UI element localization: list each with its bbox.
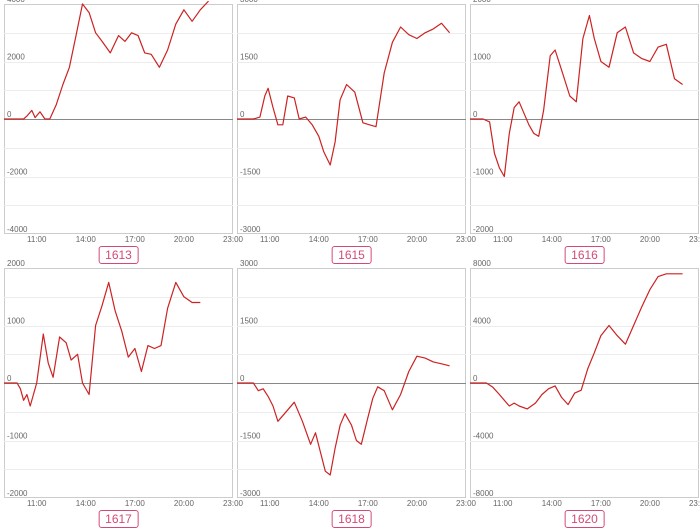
x-tick-label: 17:00	[358, 235, 379, 244]
x-tick-label: 17:00	[358, 499, 379, 508]
y-tick-label: -3000	[240, 489, 261, 498]
x-tick-label: 23:00	[223, 499, 244, 508]
x-tick-label: 23:00	[689, 499, 700, 508]
x-tick-label: 14:00	[309, 499, 330, 508]
x-tick-label: 20:00	[640, 235, 661, 244]
y-tick-label: 0	[7, 110, 12, 119]
chart-panel-1617: 2000 1000 0 -1000 -2000 11:00 14:00 17:00 20:00 2…	[4, 259, 244, 530]
y-tick-label: 8000	[473, 259, 491, 268]
x-tick-label: 11:00	[260, 499, 280, 508]
x-tick-label: 11:00	[493, 235, 513, 244]
x-tick-label: 17:00	[125, 235, 146, 244]
x-tick-label: 17:00	[591, 499, 612, 508]
x-tick-label: 11:00	[260, 235, 280, 244]
y-tick-label: -2000	[7, 489, 28, 498]
x-tick-label: 11:00	[27, 499, 47, 508]
x-tick-label: 23:00	[456, 499, 477, 508]
y-tick-label: 2000	[473, 0, 491, 4]
chart-title-tag: 1617	[98, 510, 139, 528]
y-tick-label: -2000	[473, 225, 494, 234]
chart-title-tag: 1620	[564, 510, 605, 528]
x-tick-label: 11:00	[27, 235, 47, 244]
x-tick-label: 23:00	[223, 235, 244, 244]
chart-panel-1618: 3000 1500 0 -1500 -3000 11:00 14:00 17:00 20:00 2…	[237, 259, 477, 530]
y-tick-label: 0	[240, 110, 245, 119]
series-line	[470, 14, 683, 178]
x-tick-label: 23:00	[456, 235, 477, 244]
y-tick-label: 0	[240, 374, 245, 383]
chart-title-tag: 1616	[564, 246, 605, 264]
y-tick-label: -4000	[473, 432, 494, 441]
y-tick-label: 0	[473, 374, 478, 383]
y-tick-label: 1000	[473, 53, 491, 62]
x-tick-label: 20:00	[174, 499, 195, 508]
x-tick-label: 17:00	[591, 235, 612, 244]
x-tick-label: 14:00	[76, 499, 97, 508]
y-tick-label: 2000	[7, 53, 25, 62]
y-tick-label: 1500	[240, 317, 258, 326]
x-tick-label: 20:00	[640, 499, 661, 508]
chart-title-tag: 1615	[331, 246, 372, 264]
series-line	[4, 0, 209, 120]
x-tick-label: 14:00	[542, 235, 563, 244]
y-tick-label: 4000	[7, 0, 25, 4]
y-tick-label: -2000	[7, 168, 28, 177]
x-tick-label: 14:00	[309, 235, 330, 244]
x-tick-label: 20:00	[407, 499, 428, 508]
y-tick-label: 0	[7, 374, 12, 383]
series-line	[237, 355, 450, 476]
x-tick-label: 17:00	[125, 499, 146, 508]
y-tick-label: -1500	[240, 432, 261, 441]
series-line	[470, 273, 683, 410]
y-tick-label: -1000	[473, 168, 494, 177]
series-line	[237, 22, 451, 166]
y-tick-label: 3000	[240, 0, 258, 4]
x-tick-label: 14:00	[76, 235, 97, 244]
y-tick-label: -8000	[473, 489, 494, 498]
series-line	[4, 281, 201, 407]
chart-title-tag: 1613	[98, 246, 139, 264]
x-tick-label: 11:00	[493, 499, 513, 508]
x-tick-label: 20:00	[174, 235, 195, 244]
chart-title-tag: 1618	[331, 510, 372, 528]
x-tick-label: 20:00	[407, 235, 428, 244]
y-tick-label: -1000	[7, 432, 28, 441]
y-tick-label: 3000	[240, 259, 258, 268]
y-tick-label: 4000	[473, 317, 491, 326]
y-tick-label: 1500	[240, 53, 258, 62]
y-tick-label: 1000	[7, 317, 25, 326]
y-tick-label: -4000	[7, 225, 28, 234]
chart-panel-1620: 8000 4000 0 -4000 -8000 11:00 14:00 17:00 20:00 2…	[470, 259, 700, 530]
x-tick-label: 23:00	[689, 235, 700, 244]
x-tick-label: 14:00	[542, 499, 563, 508]
y-tick-label: 2000	[7, 259, 25, 268]
y-tick-label: -3000	[240, 225, 261, 234]
y-tick-label: -1500	[240, 168, 261, 177]
y-tick-label: 0	[473, 110, 478, 119]
